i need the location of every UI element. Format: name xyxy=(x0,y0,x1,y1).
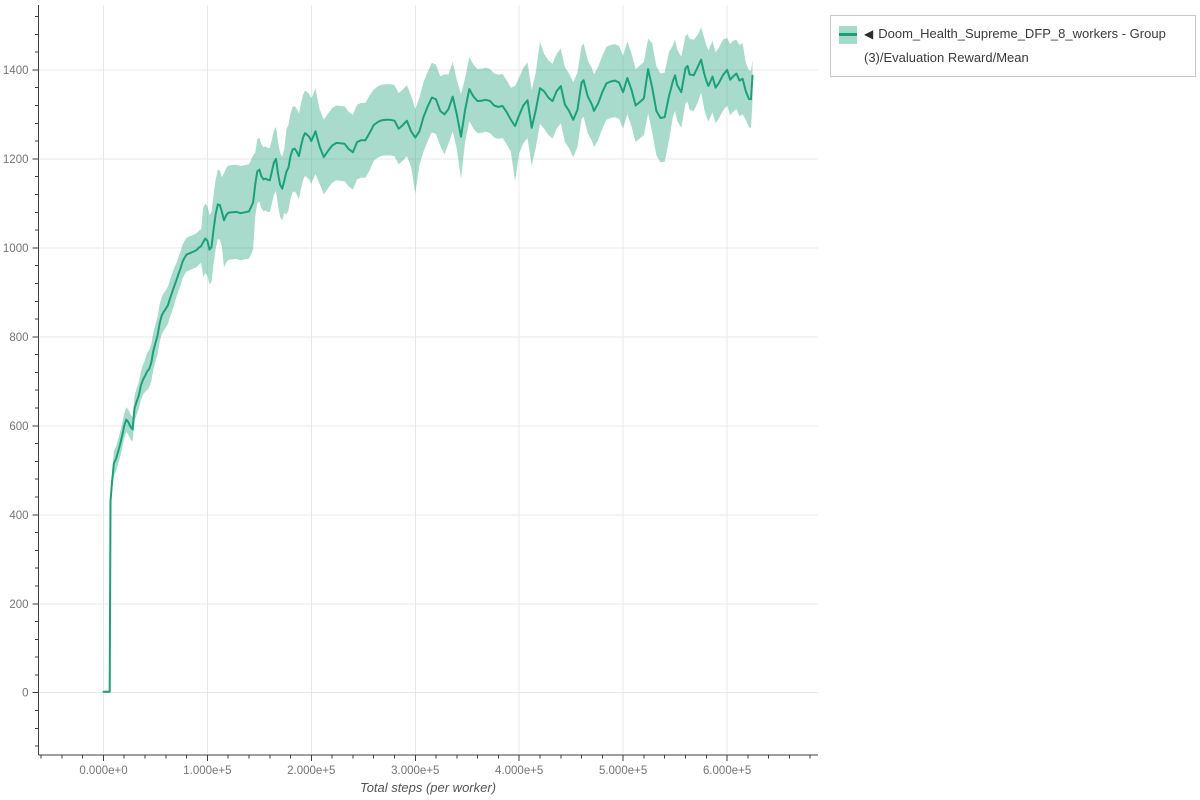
series-line-glyph xyxy=(839,33,857,36)
svg-text:800: 800 xyxy=(9,332,28,344)
svg-text:1.000e+5: 1.000e+5 xyxy=(183,765,231,777)
legend-entry-text: ◀ Doom_Health_Supreme_DFP_8_workers - Gro… xyxy=(864,22,1185,70)
mean-line xyxy=(102,58,754,693)
x-axis-title: Total steps (per worker) xyxy=(359,780,497,795)
svg-text:6.000e+5: 6.000e+5 xyxy=(703,765,751,777)
svg-text:5.000e+5: 5.000e+5 xyxy=(599,765,647,777)
svg-text:2.000e+5: 2.000e+5 xyxy=(287,765,335,777)
x-axis: 0.000e+0 1.000e+5 2.000e+5 3.000e+5 4.000e+5… xyxy=(38,754,818,777)
svg-text:0: 0 xyxy=(22,688,28,700)
svg-text:3.000e+5: 3.000e+5 xyxy=(391,765,439,777)
confidence-band xyxy=(103,27,753,693)
svg-text:200: 200 xyxy=(9,599,28,611)
svg-text:400: 400 xyxy=(9,510,28,522)
legend-item[interactable]: ◀ Doom_Health_Supreme_DFP_8_workers - Gro… xyxy=(839,22,1185,70)
legend-label: Doom_Health_Supreme_DFP_8_workers - Grou… xyxy=(864,26,1166,65)
svg-text:1400: 1400 xyxy=(3,65,29,77)
svg-text:600: 600 xyxy=(9,421,28,433)
svg-text:4.000e+5: 4.000e+5 xyxy=(495,765,543,777)
legend-box[interactable]: ◀ Doom_Health_Supreme_DFP_8_workers - Gro… xyxy=(830,15,1196,77)
svg-text:0.000e+0: 0.000e+0 xyxy=(79,765,127,777)
series-color-swatch xyxy=(839,26,857,44)
legend-collapse-icon[interactable]: ◀ xyxy=(864,27,874,41)
svg-text:1000: 1000 xyxy=(3,243,29,255)
svg-text:1200: 1200 xyxy=(3,154,29,166)
y-axis: 0 200 400 600 800 1000 1200 1400 xyxy=(3,5,39,755)
